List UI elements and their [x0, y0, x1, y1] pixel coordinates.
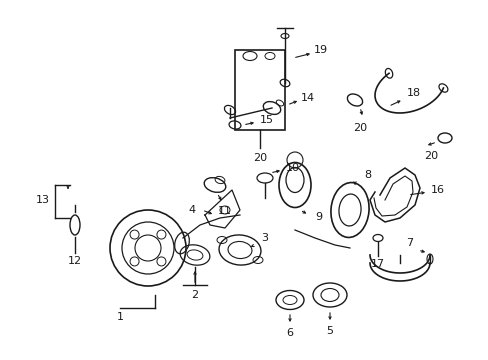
Text: 14: 14 — [300, 93, 314, 103]
Text: 17: 17 — [370, 259, 384, 269]
Text: 6: 6 — [286, 328, 293, 338]
Text: 1: 1 — [116, 312, 123, 322]
Bar — [235, 50, 285, 130]
Text: 5: 5 — [326, 326, 333, 336]
Text: 9: 9 — [315, 212, 322, 222]
Text: 8: 8 — [364, 170, 371, 180]
Text: 20: 20 — [352, 123, 366, 133]
Text: 7: 7 — [406, 238, 413, 248]
Text: 11: 11 — [218, 206, 231, 216]
Text: 3: 3 — [261, 233, 268, 243]
Text: 12: 12 — [68, 256, 82, 266]
Text: 13: 13 — [36, 195, 50, 205]
Text: 18: 18 — [406, 88, 420, 98]
Text: 2: 2 — [191, 290, 198, 300]
Text: 20: 20 — [423, 151, 437, 161]
Text: 20: 20 — [252, 153, 266, 163]
Text: 16: 16 — [430, 185, 444, 195]
Text: 15: 15 — [260, 115, 273, 125]
Text: 19: 19 — [313, 45, 327, 55]
Text: 10: 10 — [285, 163, 299, 173]
Text: 4: 4 — [188, 205, 195, 215]
